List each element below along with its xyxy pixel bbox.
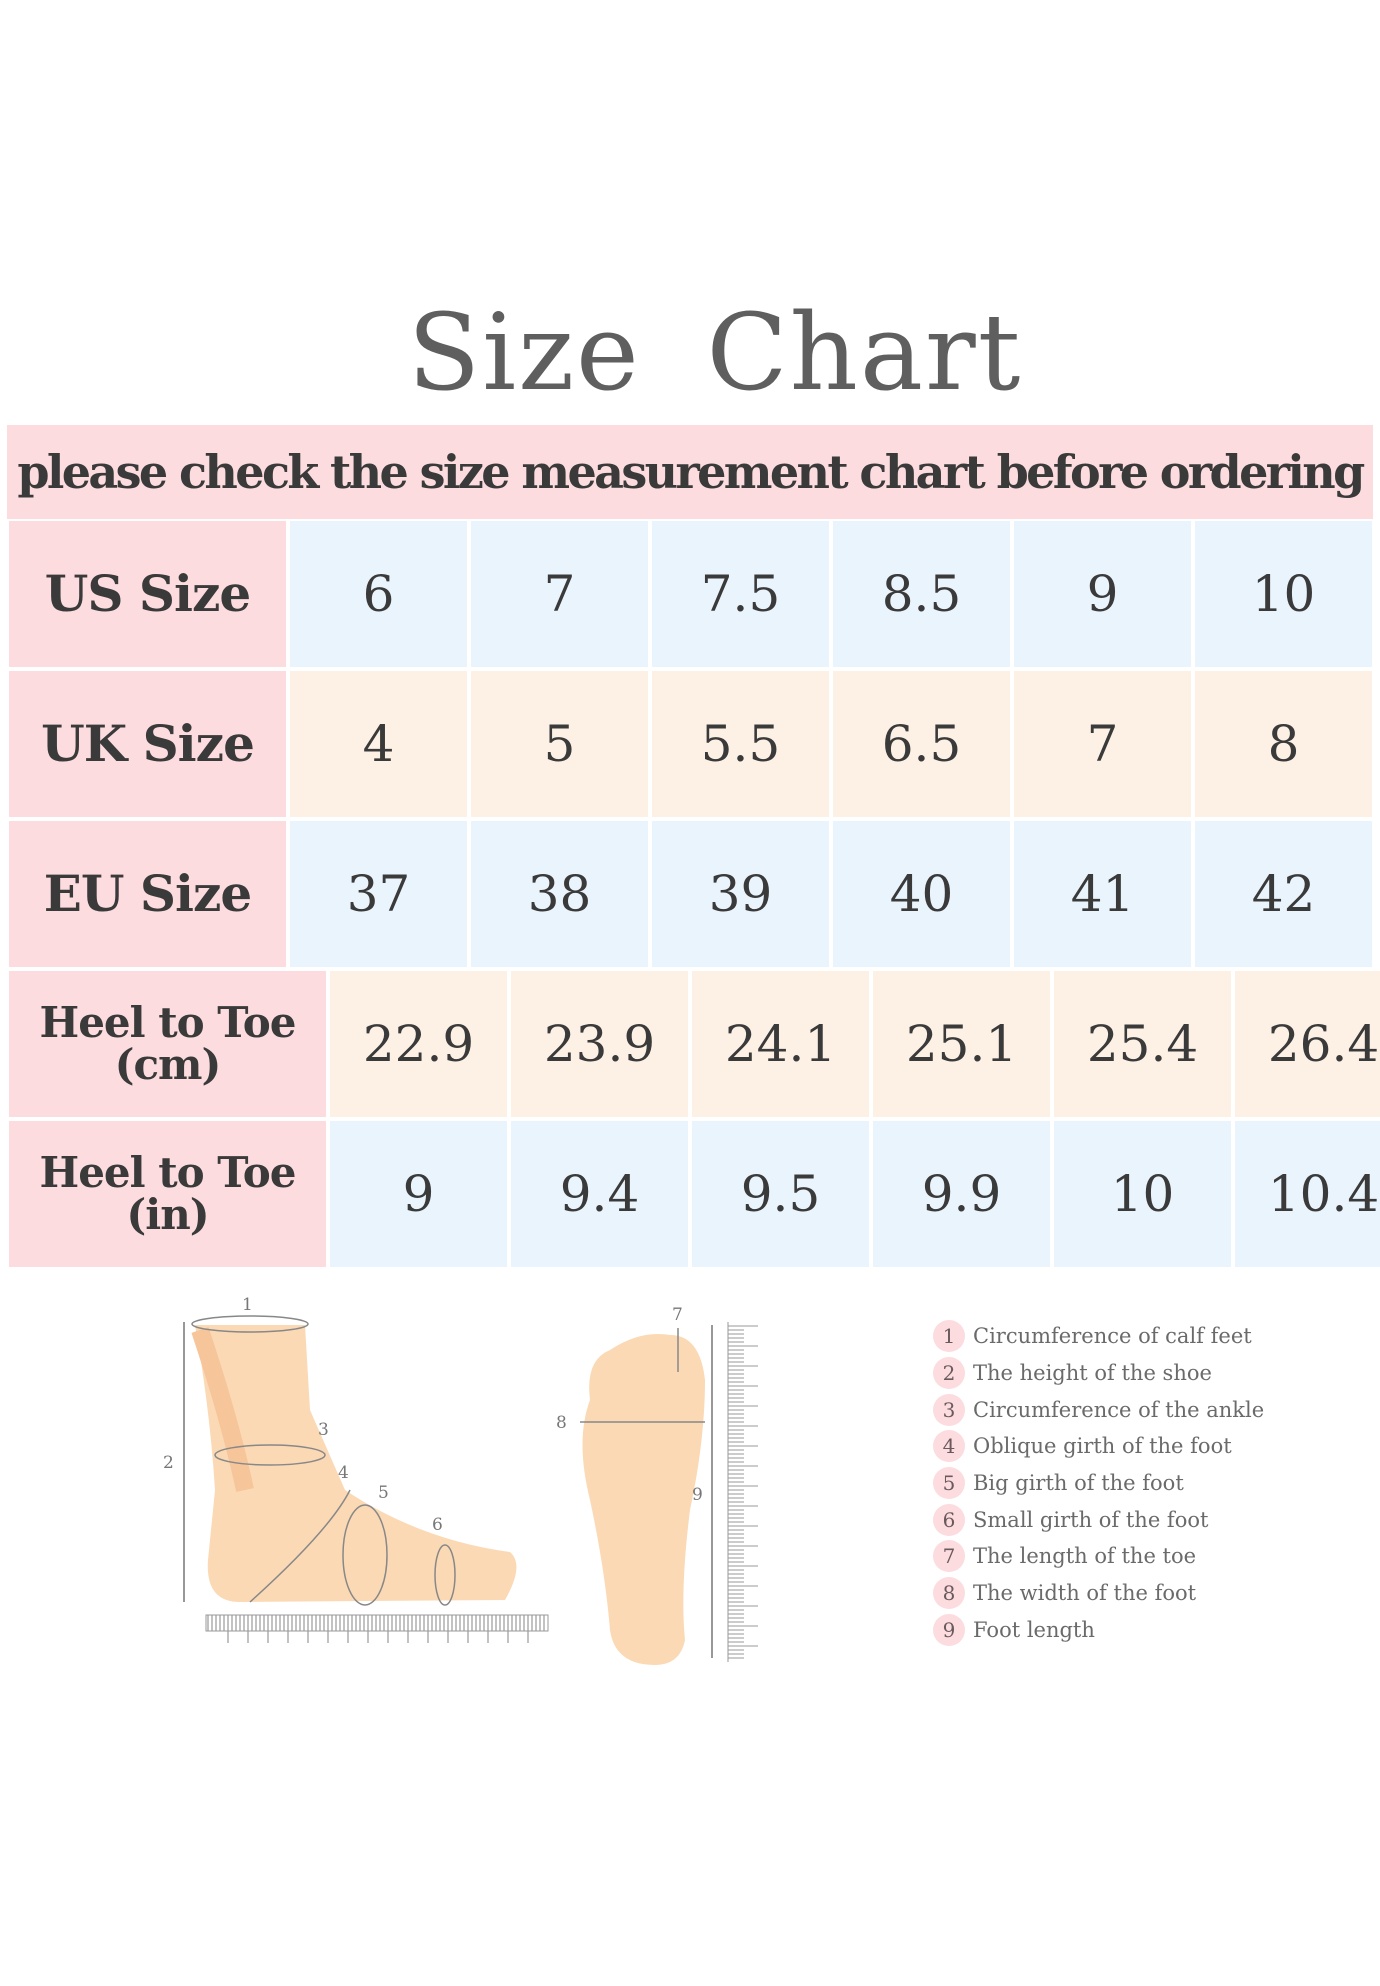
table-cell: 26.4 [1235,971,1380,1117]
legend-text: Foot length [973,1617,1095,1642]
legend-number: 1 [933,1320,965,1353]
table-cell: 9.5 [692,1121,869,1267]
table-cell: 9 [330,1121,507,1267]
table-cell: 7.5 [652,521,829,667]
svg-text:2: 2 [163,1453,174,1473]
table-row-uk: UK Size 4 5 5.5 6.5 7 8 [9,671,1373,817]
row-label: EU Size [9,821,286,967]
table-cell: 41 [1014,821,1191,967]
table-cell: 37 [290,821,467,967]
legend-item: 3 Circumference of the ankle [933,1391,1264,1428]
svg-text:9: 9 [692,1485,703,1505]
legend-number: 7 [933,1540,965,1573]
page-title: Size Chart [407,291,1023,414]
legend-item: 6 Small girth of the foot [933,1501,1264,1538]
svg-text:7: 7 [672,1305,683,1325]
foot-measurement-illustration: 1 2 3 4 5 6 7 8 9 [163,1295,758,1665]
legend-number: 3 [933,1393,965,1426]
svg-text:5: 5 [378,1483,389,1503]
table-row-us: US Size 6 7 7.5 8.5 9 10 [9,521,1373,667]
table-cell: 39 [652,821,829,967]
measurement-legend: 1 Circumference of calf feet 2 The height … [933,1318,1264,1648]
legend-text: Oblique girth of the foot [973,1434,1232,1459]
table-cell: 24.1 [692,971,869,1117]
legend-text: Small girth of the foot [973,1507,1209,1532]
legend-item: 9 Foot length [933,1612,1264,1649]
table-cell: 8 [1195,671,1372,817]
table-cell: 9 [1014,521,1191,667]
table-cell: 42 [1195,821,1372,967]
table-cell: 40 [833,821,1010,967]
legend-text: The height of the shoe [973,1361,1212,1386]
svg-text:3: 3 [318,1420,329,1440]
legend-text: Circumference of the ankle [973,1397,1265,1422]
row-label: Heel to Toe (cm) [9,971,326,1117]
table-cell: 38 [471,821,648,967]
legend-item: 5 Big girth of the foot [933,1465,1264,1502]
legend-text: The length of the toe [973,1544,1197,1569]
table-cell: 23.9 [511,971,688,1117]
legend-item: 8 The width of the foot [933,1575,1264,1612]
legend-number: 5 [933,1467,965,1500]
table-cell: 5 [471,671,648,817]
table-cell: 25.1 [873,971,1050,1117]
legend-number: 8 [933,1577,965,1610]
svg-text:8: 8 [556,1413,567,1433]
legend-text: The width of the foot [973,1581,1197,1606]
instruction-banner: please check the size measurement chart … [7,425,1373,519]
svg-text:6: 6 [432,1515,443,1535]
row-label: US Size [9,521,286,667]
table-cell: 10 [1195,521,1372,667]
legend-item: 2 The height of the shoe [933,1355,1264,1392]
legend-item: 7 The length of the toe [933,1538,1264,1575]
side-foot-illustration: 1 2 3 4 5 6 [163,1295,549,1643]
table-cell: 9.9 [873,1121,1050,1267]
legend-item: 4 Oblique girth of the foot [933,1428,1264,1465]
banner-text: please check the size measurement chart … [17,445,1365,499]
table-row-in: Heel to Toe (in) 9 9.4 9.5 9.9 10 10.4 [9,1121,1380,1267]
table-cell: 6.5 [833,671,1010,817]
svg-text:4: 4 [338,1463,349,1483]
table-cell: 7 [1014,671,1191,817]
foot-sole-illustration: 7 8 9 [556,1305,758,1665]
legend-number: 2 [933,1357,965,1390]
table-cell: 6 [290,521,467,667]
table-cell: 8.5 [833,521,1010,667]
legend-number: 6 [933,1503,965,1536]
row-label: Heel to Toe (in) [9,1121,326,1267]
legend-text: Big girth of the foot [973,1471,1184,1496]
table-cell: 7 [471,521,648,667]
table-cell: 10 [1054,1121,1231,1267]
table-cell: 5.5 [652,671,829,817]
size-table: US Size 6 7 7.5 8.5 9 10 UK Size 4 5 5.5… [9,521,1380,1271]
legend-text: Circumference of calf feet [973,1324,1252,1349]
legend-item: 1 Circumference of calf feet [933,1318,1264,1355]
table-row-cm: Heel to Toe (cm) 22.9 23.9 24.1 25.1 25.… [9,971,1380,1117]
svg-text:1: 1 [242,1295,253,1315]
table-cell: 25.4 [1054,971,1231,1117]
row-label: UK Size [9,671,286,817]
legend-number: 9 [933,1613,965,1646]
legend-number: 4 [933,1430,965,1463]
table-row-eu: EU Size 37 38 39 40 41 42 [9,821,1373,967]
table-cell: 10.4 [1235,1121,1380,1267]
table-cell: 22.9 [330,971,507,1117]
table-cell: 9.4 [511,1121,688,1267]
table-cell: 4 [290,671,467,817]
